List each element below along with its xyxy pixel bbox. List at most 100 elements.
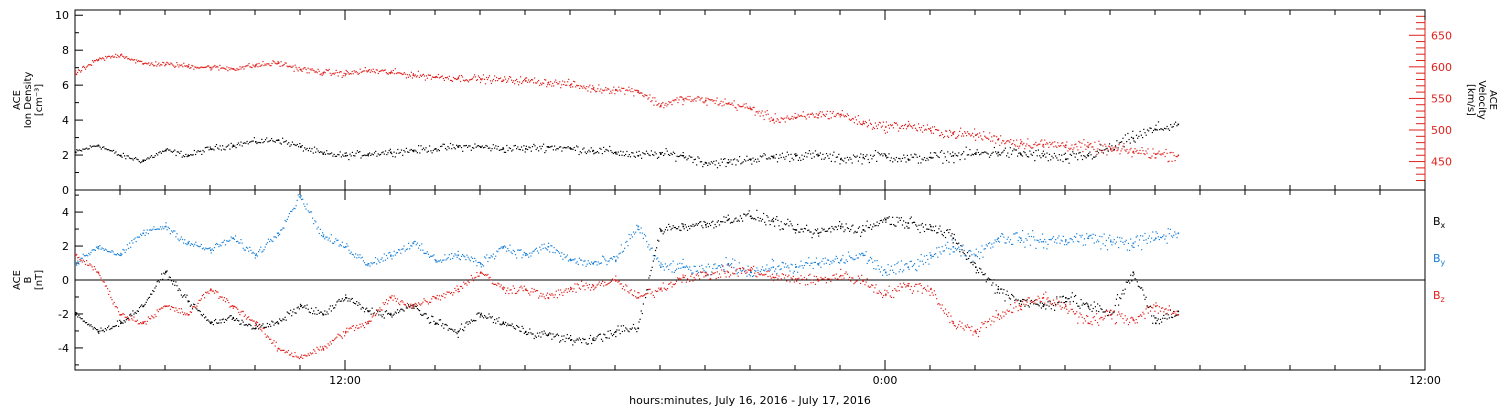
by-dot [202,247,205,249]
bz-dot [522,290,524,292]
velocity-point [952,133,955,135]
by-dot [399,249,401,251]
by-dot [925,261,927,264]
by-dot [765,268,767,270]
density-dot [899,158,901,160]
density-dot [418,145,420,147]
bz-dot [617,281,619,283]
bz-dot [154,314,156,316]
bz-dot [134,320,136,322]
bx-dot [467,323,469,325]
density-dot [628,154,630,156]
bx-dot [1072,300,1074,303]
by-dot [764,270,766,272]
by-dot [161,228,163,230]
bz-dot [441,295,443,297]
bx-dot [984,273,986,275]
bz-dot [431,298,433,300]
by-dot [402,248,404,250]
velocity-dot [701,97,703,99]
bx-dot [1170,316,1173,318]
velocity-dot [927,128,930,130]
by-dot [603,256,605,258]
density-dot [512,149,514,151]
bx-dot [866,220,868,222]
bx-dot [334,307,336,309]
bz-dot [624,289,626,291]
by-dot [1146,242,1148,244]
density-dot [584,151,586,153]
bz-point [1132,319,1135,321]
density-dot [774,157,776,159]
bz-dot [220,296,222,298]
density-dot [859,156,861,158]
bz-dot [412,307,414,309]
density-dot [664,153,666,155]
by-dot [682,258,684,260]
bz-dot [413,304,415,306]
bz-dot [116,307,119,309]
density-dot [629,156,632,158]
bz-dot [459,285,461,288]
bz-dot [627,291,629,293]
bx-dot [377,311,379,313]
by-dot [80,257,82,259]
by-dot [1006,238,1008,240]
velocity-dot [617,90,619,92]
velocity-dot [335,69,337,71]
velocity-dot [665,102,667,104]
velocity-dot [1125,150,1127,152]
bz-point [1020,305,1022,308]
bx-dot [629,328,631,330]
bz-dot [227,299,229,301]
bz-dot [500,284,502,286]
bx-dot [1154,317,1156,319]
bz-dot [245,318,248,320]
by-dot [861,252,863,254]
bx-dot [740,217,743,219]
density-dot [870,154,872,156]
bz-dot [613,279,615,281]
velocity-dot [212,66,214,68]
bx-dot [637,327,639,329]
by-dot [879,271,881,273]
bx-dot [1063,302,1066,304]
density-dot [431,152,433,154]
by-dot [770,267,772,269]
bz-dot [382,302,384,304]
bx-dot [291,315,293,317]
velocity-dot [1144,153,1146,156]
bz-dot [126,316,128,318]
bx-dot [564,340,566,343]
bx-dot [389,313,391,315]
by-dot [1076,233,1078,235]
velocity-dot [784,121,786,123]
bz-dot [563,291,565,293]
bx-dot [871,228,873,230]
velocity-dot [121,53,123,55]
by-dot [1092,233,1094,235]
velocity-dot [607,88,609,90]
by-dot [716,267,718,269]
by-dot [496,250,498,252]
velocity-dot [990,140,992,142]
density-dot [1063,153,1065,155]
velocity-dot [391,72,393,74]
velocity-dot [1004,143,1006,145]
velocity-dot [159,65,161,67]
density-dot [789,160,791,163]
bz-dot [489,276,491,278]
density-dot [947,151,949,153]
bz-dot [250,319,252,321]
density-dot [420,145,422,147]
bz-dot [100,277,102,279]
bz-dot [314,350,316,352]
density-dot [567,146,569,148]
density-dot [198,150,200,153]
density-dot [724,158,726,160]
by-dot [629,238,631,240]
by-dot [244,249,246,251]
by-dot [909,260,911,263]
bx-dot [1075,294,1077,297]
by-dot [832,259,834,261]
